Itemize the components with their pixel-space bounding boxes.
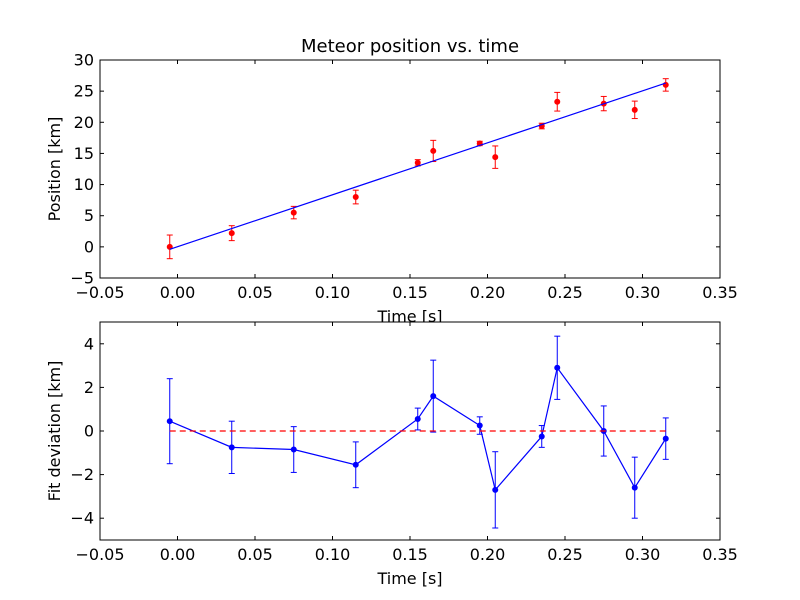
top-data-point xyxy=(430,147,437,154)
top-x-tick-label: 0.10 xyxy=(315,283,351,302)
top-x-tick-label: 0.00 xyxy=(160,283,196,302)
bottom-data-point xyxy=(538,433,545,440)
top-fit-line xyxy=(169,82,666,250)
bottom-x-tick-label: −0.05 xyxy=(75,545,124,564)
bottom-data-point xyxy=(662,435,669,442)
bottom-data-point xyxy=(352,461,359,468)
bottom-data-point xyxy=(430,393,437,400)
bottom-data-point xyxy=(554,364,561,371)
top-data-point xyxy=(414,159,421,166)
bottom-data-point xyxy=(492,486,499,493)
bottom-data-point xyxy=(631,484,638,491)
top-x-tick-label: −0.05 xyxy=(75,283,124,302)
top-data-point xyxy=(228,230,235,237)
top-x-tick-label: 0.05 xyxy=(237,283,273,302)
bottom-x-tick-label: 0.25 xyxy=(547,545,583,564)
top-data-point xyxy=(492,154,499,161)
bottom-data-point xyxy=(228,444,235,451)
bottom-x-tick-label: 0.00 xyxy=(160,545,196,564)
top-y-tick-label: 20 xyxy=(74,113,94,132)
top-data-point xyxy=(290,209,297,216)
top-y-tick-label: 5 xyxy=(84,206,94,225)
top-data-point xyxy=(554,98,561,105)
top-data-point xyxy=(631,106,638,113)
top-y-tick-label: 15 xyxy=(74,144,94,163)
bottom-data-point xyxy=(290,446,297,453)
top-x-tick-label: 0.25 xyxy=(547,283,583,302)
bottom-x-tick-label: 0.10 xyxy=(315,545,351,564)
bottom-y-axis-label: Fit deviation [km] xyxy=(45,361,64,502)
top-y-tick-label: 10 xyxy=(74,175,94,194)
bottom-y-tick-label: −4 xyxy=(70,509,94,528)
bottom-x-tick-label: 0.20 xyxy=(470,545,506,564)
bottom-x-tick-label: 0.30 xyxy=(625,545,661,564)
top-x-tick-label: 0.15 xyxy=(392,283,428,302)
top-chart-title: Meteor position vs. time xyxy=(301,36,519,57)
bottom-x-axis-label: Time [s] xyxy=(376,569,442,588)
bottom-y-tick-label: 0 xyxy=(84,422,94,441)
top-data-point xyxy=(166,243,173,250)
bottom-y-tick-label: 2 xyxy=(84,378,94,397)
top-x-tick-label: 0.20 xyxy=(470,283,506,302)
top-y-tick-label: 30 xyxy=(74,51,94,70)
bottom-y-tick-label: −2 xyxy=(70,465,94,484)
bottom-x-tick-label: 0.15 xyxy=(392,545,428,564)
bottom-data-point xyxy=(414,416,421,423)
bottom-chart: −0.05 0.00 0.05 0.10 0.15 0.20 0.25 0.30 0.35 −4 −… xyxy=(45,321,738,588)
top-y-tick-label: −5 xyxy=(70,269,94,288)
top-chart: −0.05 0.00 0.05 0.10 0.15 0.20 0.25 0.30 0.35 −5 0… xyxy=(45,36,738,326)
bottom-x-tick-label: 0.35 xyxy=(702,545,738,564)
bottom-x-tick-label: 0.05 xyxy=(237,545,273,564)
top-y-tick-label: 25 xyxy=(74,82,94,101)
bottom-data-point xyxy=(476,422,483,429)
top-x-tick-label: 0.35 xyxy=(702,283,738,302)
top-x-axis-label: Time [s] xyxy=(376,307,442,326)
top-y-tick-label: 0 xyxy=(84,237,94,256)
bottom-y-tick-label: 4 xyxy=(84,334,94,353)
bottom-data-point xyxy=(166,418,173,425)
top-x-tick-label: 0.30 xyxy=(625,283,661,302)
top-data-point xyxy=(352,194,359,201)
top-y-axis-label: Position [km] xyxy=(45,117,64,222)
